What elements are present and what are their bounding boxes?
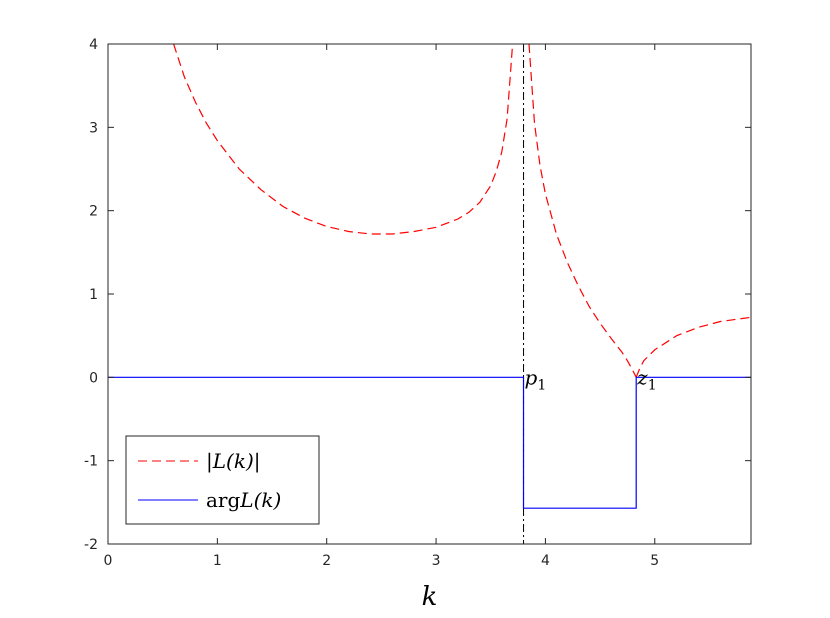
legend-label-abs: |L(k)| [206,449,260,474]
legend: |L(k)| argL(k) [125,435,320,525]
series-abs-l-line-1 [528,44,637,378]
legend-label-arg: argL(k) [206,488,281,512]
series-arg-l-line-0 [108,376,751,509]
x-tick-label-1: 1 [213,553,222,569]
y-tick-label-4: 2 [89,204,98,220]
x-axis-label: k [422,582,438,612]
legend-label-arg-prefix: arg [206,488,240,512]
legend-box [125,435,320,525]
y-tick-label-0: -2 [84,537,98,553]
annotation-z1: z1 [636,365,656,393]
x-tick-label-0: 0 [104,553,113,569]
y-tick-label-3: 1 [89,287,98,303]
annotation-p1: p1 [525,365,547,393]
axes-layer: 0 1 2 3 4 5 -2 -1 0 1 2 3 4 [84,37,752,569]
annotation-layer: p1 z1 [525,365,657,393]
y-tick-label-5: 3 [89,120,98,136]
annotation-p1-base: p [525,365,538,389]
y-tick-label-1: -1 [84,454,98,470]
series-abs-l-line-0 [173,44,514,235]
x-tick-label-4: 4 [541,553,550,569]
annotation-p1-sub: 1 [537,377,546,393]
x-tick-label-3: 3 [432,553,441,569]
y-tick-label-6: 4 [89,37,98,53]
x-tick-label-5: 5 [650,553,659,569]
legend-label-arg-body: L(k) [239,488,281,512]
annotation-z1-base: z [636,365,648,389]
series-layer [108,44,751,544]
x-tick-label-2: 2 [322,553,331,569]
y-tick-label-2: 0 [89,370,98,386]
annotation-z1-sub: 1 [648,377,657,393]
series-abs-l-line-2 [635,316,751,378]
